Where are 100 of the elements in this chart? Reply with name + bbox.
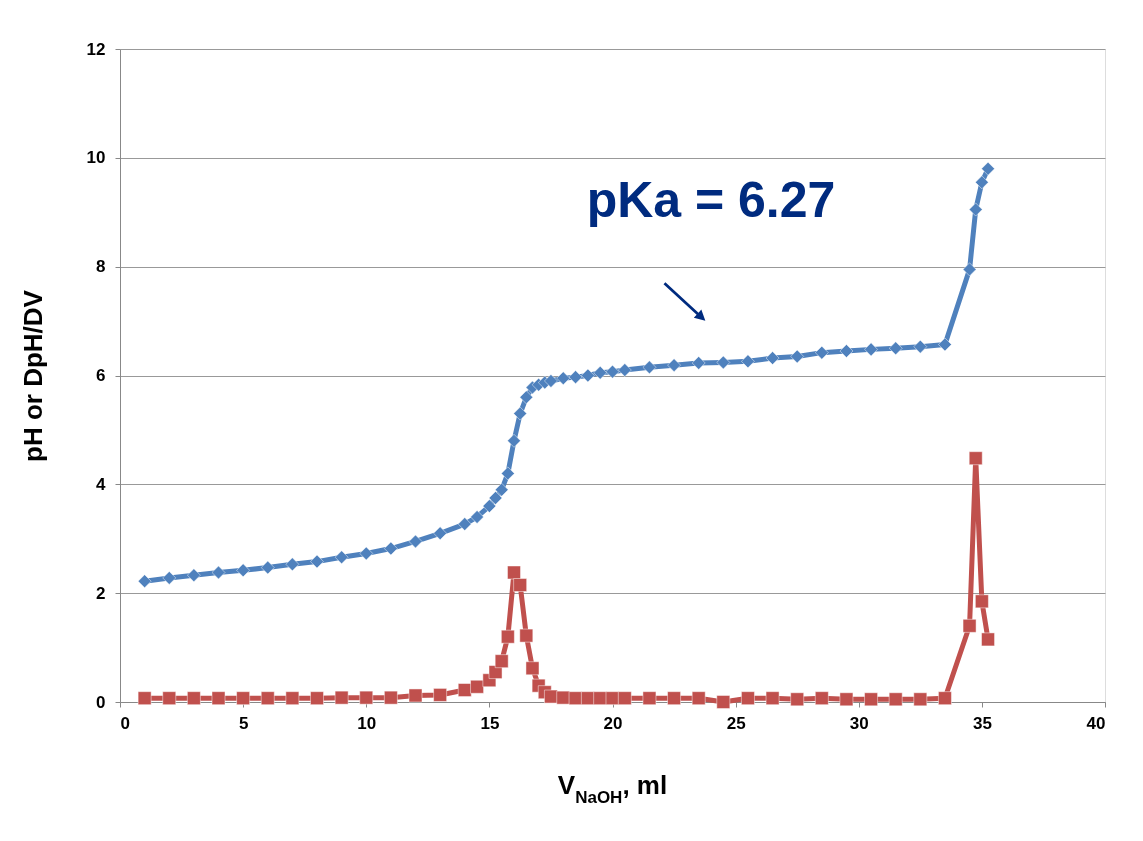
point bbox=[383, 541, 398, 556]
point bbox=[741, 354, 755, 369]
point bbox=[974, 594, 989, 609]
point bbox=[716, 355, 731, 370]
point bbox=[488, 491, 503, 505]
point bbox=[507, 565, 521, 580]
point bbox=[470, 510, 484, 524]
y-tick-label: 6 bbox=[96, 366, 106, 385]
point bbox=[500, 629, 515, 644]
point bbox=[667, 358, 681, 373]
point bbox=[359, 690, 374, 705]
y-tick-label: 10 bbox=[86, 148, 106, 168]
point bbox=[814, 691, 829, 706]
point bbox=[236, 691, 251, 706]
point bbox=[864, 342, 878, 357]
x-tick-label: 25 bbox=[726, 713, 746, 733]
point bbox=[482, 499, 497, 514]
point bbox=[513, 578, 528, 592]
point bbox=[888, 341, 903, 356]
x-tick-label: 15 bbox=[480, 713, 500, 733]
point bbox=[433, 688, 448, 702]
point bbox=[968, 202, 983, 217]
point bbox=[162, 571, 177, 585]
point bbox=[605, 691, 620, 706]
point bbox=[507, 433, 521, 448]
point bbox=[211, 565, 226, 580]
point bbox=[186, 568, 201, 583]
point bbox=[864, 692, 878, 707]
point bbox=[470, 679, 484, 694]
point bbox=[981, 632, 995, 647]
point bbox=[593, 365, 608, 380]
point bbox=[260, 560, 275, 575]
point bbox=[383, 690, 398, 705]
point bbox=[494, 482, 509, 497]
x-tick-label: 35 bbox=[972, 713, 992, 733]
point bbox=[568, 691, 583, 706]
point bbox=[137, 574, 152, 589]
point bbox=[519, 628, 534, 643]
point bbox=[556, 371, 571, 386]
point bbox=[968, 451, 983, 466]
point bbox=[765, 351, 780, 366]
point bbox=[839, 692, 854, 707]
annotation: pKa = 6.27 bbox=[586, 172, 836, 229]
y-tick-label: 4 bbox=[96, 474, 107, 494]
y-tick-label: 2 bbox=[96, 583, 106, 603]
point bbox=[457, 517, 472, 531]
point bbox=[938, 691, 952, 706]
point bbox=[568, 370, 583, 385]
y-tick-label: 12 bbox=[86, 39, 106, 59]
point bbox=[285, 557, 300, 572]
point bbox=[580, 368, 595, 383]
point bbox=[556, 690, 571, 705]
point bbox=[814, 345, 829, 360]
point bbox=[457, 683, 472, 697]
point bbox=[790, 349, 805, 364]
point bbox=[137, 691, 152, 706]
x-tick-label: 40 bbox=[1086, 713, 1106, 733]
point bbox=[691, 356, 706, 370]
point bbox=[741, 691, 755, 706]
point bbox=[913, 692, 928, 707]
point bbox=[408, 534, 423, 549]
point bbox=[962, 618, 977, 633]
point bbox=[236, 563, 251, 578]
point bbox=[211, 691, 226, 706]
point bbox=[513, 406, 528, 421]
y-tick-label: 0 bbox=[96, 692, 106, 712]
point bbox=[494, 654, 509, 669]
point bbox=[310, 554, 324, 569]
point bbox=[544, 689, 558, 704]
point bbox=[605, 364, 620, 379]
x-tick-label: 5 bbox=[238, 713, 249, 733]
x-tick-label: 20 bbox=[603, 713, 623, 733]
point bbox=[334, 690, 349, 705]
point bbox=[691, 691, 706, 706]
x-tick-label: 10 bbox=[357, 713, 377, 733]
point bbox=[617, 363, 632, 377]
point bbox=[765, 691, 780, 706]
point bbox=[162, 691, 177, 706]
point bbox=[408, 688, 423, 703]
y-axis-title: pH or DpH/DV bbox=[17, 289, 48, 462]
point bbox=[617, 691, 632, 706]
point bbox=[544, 374, 558, 388]
point bbox=[642, 360, 657, 375]
x-tick-label: 0 bbox=[120, 713, 130, 733]
y-tick-label: 8 bbox=[96, 257, 106, 277]
point bbox=[186, 691, 201, 706]
point bbox=[790, 692, 805, 707]
point bbox=[519, 390, 534, 405]
point bbox=[359, 546, 374, 561]
point bbox=[839, 344, 854, 358]
point bbox=[433, 526, 448, 541]
point bbox=[334, 550, 349, 565]
point bbox=[716, 695, 731, 709]
point bbox=[913, 339, 928, 354]
x-tick-label: 30 bbox=[849, 713, 869, 733]
point bbox=[525, 661, 540, 676]
point bbox=[500, 466, 515, 481]
point bbox=[888, 692, 903, 707]
point bbox=[260, 691, 275, 706]
point bbox=[310, 691, 324, 706]
